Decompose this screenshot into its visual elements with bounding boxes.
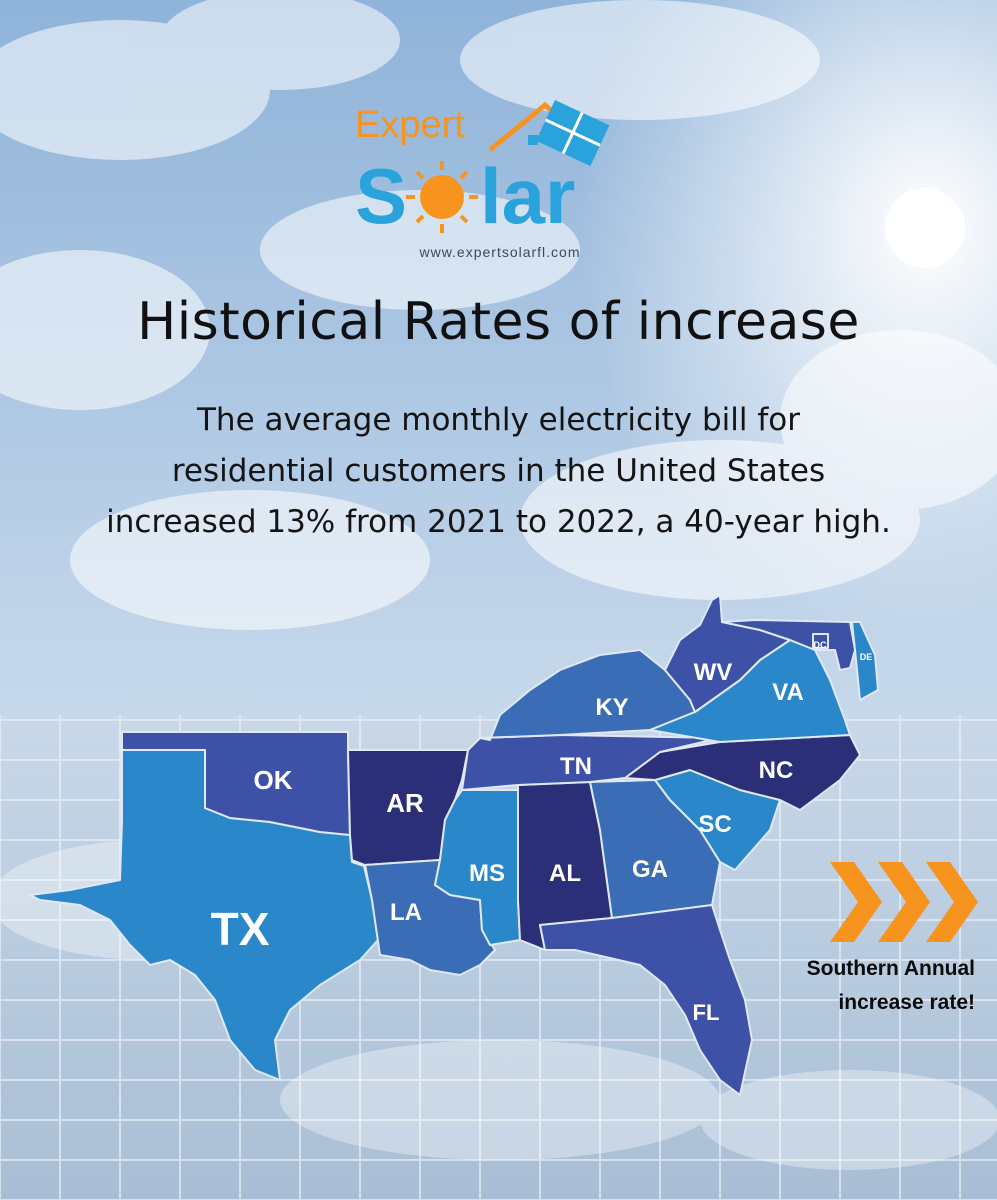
state-ok (121, 731, 351, 836)
subtitle-line-2: residential customers in the United Stat… (171, 453, 826, 489)
label-fl: FL (693, 1000, 720, 1025)
label-la: LA (390, 899, 422, 926)
label-ar: AR (386, 788, 424, 818)
logo-word-expert: Expert (355, 104, 465, 146)
label-wv: WV (694, 659, 733, 686)
callout-line-1: Southern Annual (806, 957, 975, 980)
subtitle-line-1: The average monthly electricity bill for (196, 402, 801, 438)
orange-chevrons (830, 862, 978, 942)
chevron-arrows-icon (830, 862, 978, 942)
state-de (851, 621, 879, 701)
state-fl (539, 904, 753, 1096)
label-de: DE (860, 652, 873, 662)
state-md (721, 619, 856, 671)
logo-word-solar-rest: lar (480, 152, 575, 240)
label-tx: TX (211, 903, 270, 955)
expert-solar-logo: Expert S lar www.expertsolarfl.com (355, 100, 610, 260)
callout-line-2: increase rate! (838, 991, 975, 1014)
logo-word-solar-s: S (355, 152, 407, 240)
subtitle: The average monthly electricity bill for… (0, 395, 997, 548)
label-tn: TN (560, 753, 592, 780)
state-nc (624, 734, 861, 811)
label-va: VA (772, 679, 804, 706)
label-ok: OK (254, 765, 293, 795)
callout-text: Southern Annual increase rate! (745, 952, 975, 1020)
label-al: AL (549, 860, 581, 887)
label-ms: MS (469, 860, 505, 887)
solar-panel-icon (535, 100, 610, 167)
state-dc (812, 633, 829, 649)
label-ga: GA (632, 856, 668, 883)
sun-icon (406, 161, 478, 233)
subtitle-line-3: increased 13% from 2021 to 2022, a 40-ye… (106, 504, 891, 540)
label-ky: KY (595, 694, 628, 721)
label-nc: NC (759, 757, 794, 784)
page-title: Historical Rates of increase (137, 292, 860, 352)
label-sc: SC (698, 811, 731, 838)
label-dc: DC (814, 640, 827, 650)
website-url: www.expertsolarfl.com (418, 244, 580, 260)
